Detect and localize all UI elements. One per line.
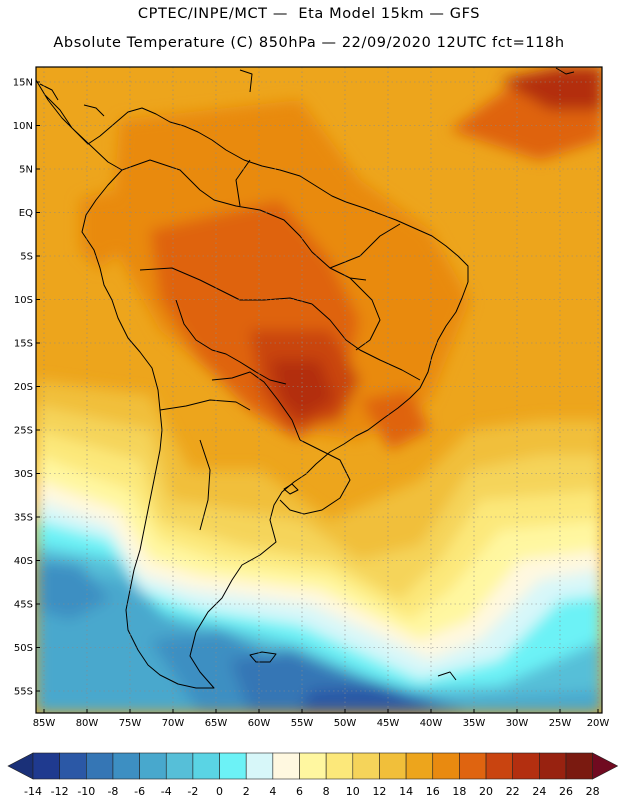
colorbar-label: 18 [452,785,466,798]
colorbar-swatch [459,752,487,780]
colorbar-swatch [299,752,327,780]
colorbar-swatch [139,752,167,780]
colorbar-max-arrow [592,752,618,780]
colorbar-label: 14 [399,785,413,798]
colorbar-label: 28 [586,785,600,798]
colorbar-label: 16 [426,785,440,798]
lon-ticks: 85W 80W 75W 70W 65W 60W 55W 50W 45W 40W 35W 30W 25W 2… [33,709,610,729]
colorbar-label: 2 [243,785,250,798]
colorbar-label: -14 [24,785,42,798]
colorbar-label: 10 [346,785,360,798]
lon-tick-label: 40W [420,718,443,729]
colorbar-label: 22 [506,785,520,798]
lat-tick-label: 55S [14,687,33,698]
colorbar-label: -6 [134,785,145,798]
title-line-1: CPTEC/INPE/MCT — Eta Model 15km — GFS [137,6,481,22]
lon-tick-label: 30W [506,718,529,729]
lon-tick-label: 85W [33,718,56,729]
colorbar-label: -10 [77,785,95,798]
colorbar-swatch [59,752,87,780]
colorbar-swatch [165,752,194,780]
lat-tick-label: 10N [13,121,33,132]
colorbar-swatch [432,752,460,780]
lat-tick-label: 45S [14,600,33,611]
lon-tick-label: 50W [334,718,357,729]
lon-tick-label: 70W [162,718,185,729]
lat-ticks: 15N 10N 5N EQ 5S 10S 15S 20S 25S 30S 35S 40S 45S 50S 5… [13,78,40,698]
colorbar-label: -2 [187,785,198,798]
lon-tick-label: 65W [205,718,228,729]
colorbar-swatch [272,752,300,780]
colorbar-label: -12 [51,785,69,798]
coastlines [36,67,575,689]
lat-tick-label: 20S [14,382,33,393]
lat-tick-label: 25S [14,426,33,437]
colorbar-swatch [512,752,540,780]
colorbar-swatch [86,752,114,780]
colorbar-label: 12 [372,785,386,798]
lon-tick-label: 80W [76,718,99,729]
colorbar-swatch [405,752,434,780]
lon-tick-label: 45W [377,718,400,729]
colorbar-label: -4 [161,785,172,798]
lat-tick-label: EQ [19,208,33,219]
lon-tick-label: 35W [463,718,486,729]
colorbar-swatch [219,752,247,780]
lon-tick-label: 25W [549,718,572,729]
colorbar-swatch [539,752,567,780]
lat-tick-label: 10S [14,295,33,306]
colorbar-swatch [245,752,274,780]
map-frame [35,66,603,714]
lat-tick-label: 35S [14,513,33,524]
colorbar-label: 24 [532,785,546,798]
colorbar-label: -8 [107,785,118,798]
colorbar-label: 4 [269,785,276,798]
lat-tick-label: 40S [14,556,33,567]
lat-tick-label: 15N [13,78,33,89]
colorbar-swatch [352,752,380,780]
lat-tick-label: 15S [14,339,33,350]
colorbar-label: 6 [296,785,303,798]
colorbar-swatch [112,752,140,780]
temperature-field [36,67,602,713]
colorbar-min-arrow [7,752,34,780]
colorbar-label: 8 [323,785,330,798]
lat-tick-label: 5N [19,165,33,176]
colorbar-swatch [325,752,354,780]
colorbar-swatch [192,752,220,780]
lon-tick-label: 75W [119,718,142,729]
colorbar-label: 20 [479,785,493,798]
colorbar-swatch [379,752,407,780]
colorbar-label: 0 [216,785,223,798]
lon-tick-label: 60W [248,718,271,729]
colorbar-label: 26 [559,785,573,798]
title-line-2: Absolute Temperature (C) 850hPa — 22/09/… [53,35,565,51]
colorbar: -14 -12 -10 -8 -6 -4 -2 0 2 4 6 8 10 12 14 16 18 20 22 24 26… [7,752,618,798]
colorbar-swatch [565,752,593,780]
lat-tick-label: 5S [20,252,33,263]
colorbar-swatch [485,752,513,780]
lon-tick-label: 20W [587,718,610,729]
colorbar-swatch [32,752,60,780]
lat-tick-label: 50S [14,643,33,654]
lat-tick-label: 30S [14,469,33,480]
lon-tick-label: 55W [291,718,314,729]
